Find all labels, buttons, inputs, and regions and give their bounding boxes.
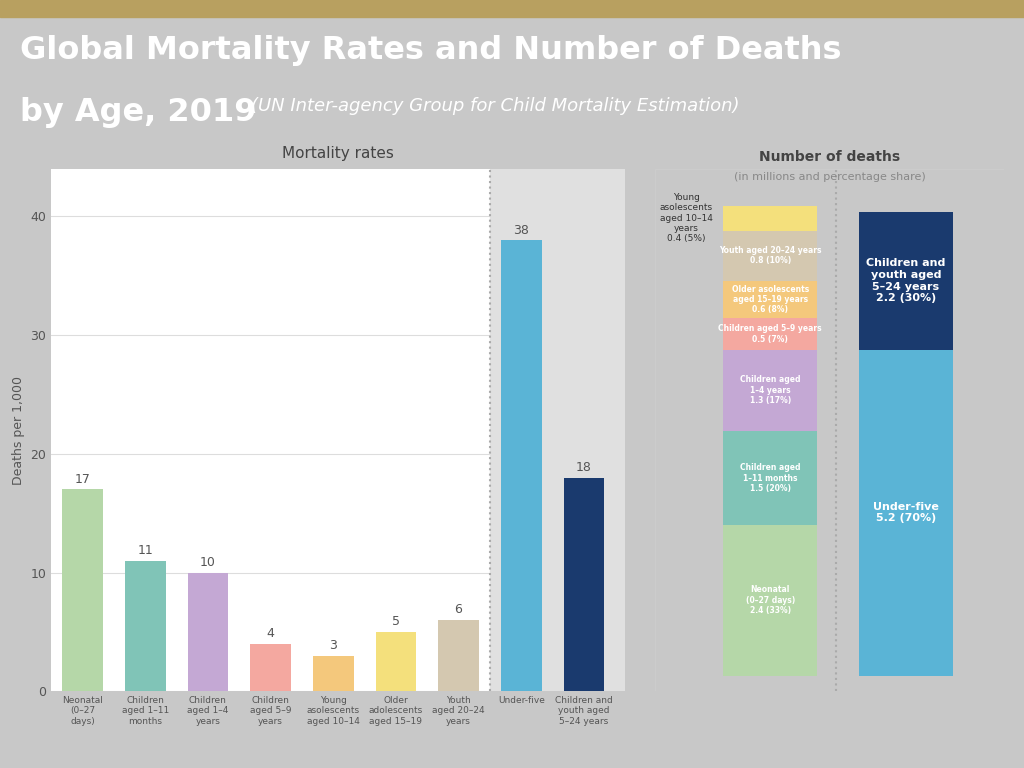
Bar	[859, 212, 953, 349]
Text: 6: 6	[455, 604, 463, 617]
Text: Older asolescents
aged 15–19 years
0.6 (8%): Older asolescents aged 15–19 years 0.6 (…	[731, 285, 809, 314]
Text: 17: 17	[75, 473, 90, 486]
Text: 10: 10	[200, 556, 216, 569]
Text: Children aged
1–11 months
1.5 (20%): Children aged 1–11 months 1.5 (20%)	[740, 463, 801, 493]
Bar	[313, 656, 353, 691]
Text: Children aged
1–4 years
1.3 (17%): Children aged 1–4 years 1.3 (17%)	[740, 376, 801, 406]
Bar	[723, 349, 817, 431]
Text: 4: 4	[266, 627, 274, 641]
Bar	[0, 0, 1024, 17]
Bar	[723, 318, 817, 349]
Bar	[501, 240, 542, 691]
Y-axis label: Deaths per 1,000: Deaths per 1,000	[12, 376, 25, 485]
Text: Young
asolescents
aged 10–14
years
0.4 (5%): Young asolescents aged 10–14 years 0.4 (…	[659, 193, 713, 243]
Text: 38: 38	[513, 223, 529, 237]
Bar	[723, 525, 817, 676]
Bar	[723, 230, 817, 281]
Text: Under-five
5.2 (70%): Under-five 5.2 (70%)	[873, 502, 939, 524]
Bar	[376, 632, 417, 691]
Bar	[859, 349, 953, 676]
Text: Neonatal
(0–27 days)
2.4 (33%): Neonatal (0–27 days) 2.4 (33%)	[745, 585, 795, 615]
Bar	[723, 206, 817, 230]
Text: 11: 11	[137, 544, 153, 557]
Title: Mortality rates: Mortality rates	[282, 146, 394, 161]
Bar	[187, 572, 228, 691]
Bar	[723, 281, 817, 318]
Bar	[438, 620, 479, 691]
Text: 5: 5	[392, 615, 400, 628]
Bar	[250, 644, 291, 691]
Text: (in millions and percentage share): (in millions and percentage share)	[733, 172, 926, 182]
Text: Youth aged 20–24 years
0.8 (10%): Youth aged 20–24 years 0.8 (10%)	[719, 246, 821, 266]
Text: Number of deaths: Number of deaths	[759, 150, 900, 164]
Bar	[62, 489, 102, 691]
Bar	[125, 561, 166, 691]
Bar	[723, 431, 817, 525]
Text: (UN Inter-agency Group for Child Mortality Estimation): (UN Inter-agency Group for Child Mortali…	[251, 97, 739, 114]
Text: 3: 3	[330, 639, 337, 652]
Text: Global Mortality Rates and Number of Deaths: Global Mortality Rates and Number of Dea…	[20, 35, 842, 65]
Text: by Age, 2019: by Age, 2019	[20, 97, 280, 127]
Text: Children aged 5–9 years
0.5 (7%): Children aged 5–9 years 0.5 (7%)	[719, 324, 822, 344]
Bar	[489, 169, 625, 691]
Text: Children and
youth aged
5–24 years
2.2 (30%): Children and youth aged 5–24 years 2.2 (…	[866, 258, 946, 303]
Text: 18: 18	[575, 461, 592, 474]
Bar	[563, 478, 604, 691]
